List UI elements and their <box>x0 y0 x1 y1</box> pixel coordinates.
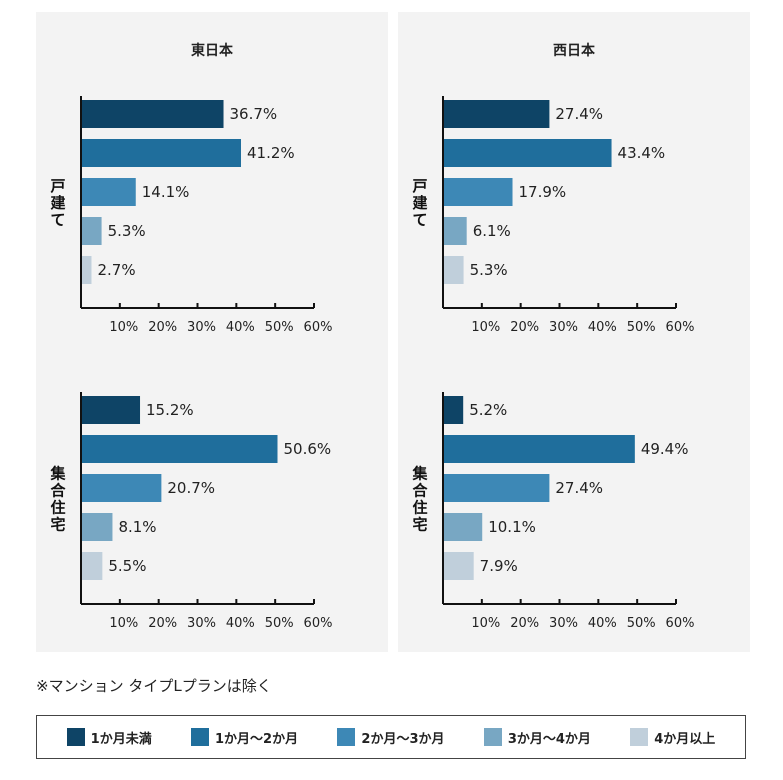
tick-label-1-4: 50% <box>627 320 656 335</box>
bar-label-0-1: 41.2% <box>247 144 295 162</box>
legend-label-4: 3か月～4か月 <box>507 731 591 747</box>
bar-2-1 <box>82 435 278 463</box>
group-label-2-3: 宅 <box>50 516 65 534</box>
group-label-1-2: て <box>412 211 427 229</box>
legend-swatch-5 <box>630 728 649 746</box>
group-label-2-0: 集 <box>49 465 66 483</box>
bar-0-2 <box>82 178 136 206</box>
group-label-3-1: 合 <box>411 482 428 500</box>
bar-label-3-2: 27.4% <box>555 479 603 497</box>
bar-1-2 <box>444 178 513 206</box>
legend-label-3: 2か月～3か月 <box>361 731 445 747</box>
bar-0-1 <box>82 139 241 167</box>
bar-label-2-1: 50.6% <box>283 440 331 458</box>
panel-title-west: 西日本 <box>553 43 595 59</box>
legend-item-5: 4か月以上 <box>630 728 715 747</box>
bar-label-0-4: 2.7% <box>97 261 135 279</box>
tick-label-3-4: 50% <box>627 616 656 631</box>
charts-svg: 36.7% 41.2% 14.1% 5.3% 2.7% 10% 20% 30% 40% 50% 60… <box>49 96 695 631</box>
tick-label-2-1: 20% <box>148 616 177 631</box>
bar-label-0-3: 5.3% <box>108 222 146 240</box>
tick-label-2-2: 30% <box>187 616 216 631</box>
bar-label-3-4: 7.9% <box>480 557 518 575</box>
tick-label-2-4: 50% <box>265 616 294 631</box>
bar-2-2 <box>82 474 162 502</box>
bar-0-0 <box>82 100 224 128</box>
tick-label-3-0: 10% <box>471 616 500 631</box>
bar-label-1-2: 17.9% <box>519 183 567 201</box>
tick-label-3-1: 20% <box>510 616 539 631</box>
bar-label-1-0: 27.4% <box>555 105 603 123</box>
legend-label-2: 1か月～2か月 <box>215 731 299 747</box>
group-label-3-0: 集 <box>411 465 428 483</box>
tick-label-1-2: 30% <box>549 320 578 335</box>
group-label-3-2: 住 <box>412 499 427 517</box>
bar-1-1 <box>444 139 612 167</box>
bar-label-1-4: 5.3% <box>470 261 508 279</box>
tick-label-1-1: 20% <box>510 320 539 335</box>
legend-swatch-4 <box>483 728 502 746</box>
bar-label-3-1: 49.4% <box>641 440 689 458</box>
bar-2-0 <box>82 396 141 424</box>
bar-label-2-0: 15.2% <box>146 401 194 419</box>
group-label-0-0: 戸 <box>50 177 65 195</box>
tick-label-1-3: 40% <box>588 320 617 335</box>
panel-title-east: 東日本 <box>191 43 233 59</box>
tick-label-0-2: 30% <box>187 320 216 335</box>
tick-label-2-0: 10% <box>109 616 138 631</box>
bar-1-3 <box>444 217 467 245</box>
group-label-2-2: 住 <box>50 499 65 517</box>
bar-2-4 <box>82 552 103 580</box>
bar-label-1-3: 6.1% <box>473 222 511 240</box>
tick-label-0-0: 10% <box>109 320 138 335</box>
legend-item-1: 1か月未満 <box>66 728 152 747</box>
legend-swatch-3 <box>337 728 356 746</box>
bar-1-4 <box>444 256 464 284</box>
bar-2-3 <box>82 513 113 541</box>
bar-label-2-2: 20.7% <box>167 479 215 497</box>
bar-3-3 <box>444 513 483 541</box>
tick-label-2-5: 60% <box>304 616 333 631</box>
bar-label-1-1: 43.4% <box>618 144 666 162</box>
group-label-3-3: 宅 <box>412 516 427 534</box>
legend-swatch-1 <box>66 728 85 746</box>
bar-label-0-0: 36.7% <box>230 105 278 123</box>
bar-label-2-3: 8.1% <box>118 518 156 536</box>
bar-0-3 <box>82 217 102 245</box>
legend-item-3: 2か月～3か月 <box>337 728 445 747</box>
legend: 1か月未満 1か月～2か月 2か月～3か月 3か月～4か月 4か月以上 <box>36 715 746 759</box>
tick-label-3-5: 60% <box>666 616 695 631</box>
tick-label-0-4: 50% <box>265 320 294 335</box>
bar-label-3-3: 10.1% <box>488 518 536 536</box>
bar-label-0-2: 14.1% <box>142 183 190 201</box>
legend-label-1: 1か月未満 <box>90 731 152 747</box>
tick-label-2-3: 40% <box>226 616 255 631</box>
legend-item-4: 3か月～4か月 <box>483 728 591 747</box>
bar-3-0 <box>444 396 464 424</box>
bar-3-4 <box>444 552 474 580</box>
legend-swatch-2 <box>191 728 210 746</box>
tick-label-1-5: 60% <box>666 320 695 335</box>
bar-label-3-0: 5.2% <box>469 401 507 419</box>
tick-label-0-5: 60% <box>304 320 333 335</box>
bar-3-1 <box>444 435 635 463</box>
tick-label-3-3: 40% <box>588 616 617 631</box>
group-label-0-2: て <box>50 211 65 229</box>
group-label-1-0: 戸 <box>412 177 427 195</box>
bar-3-2 <box>444 474 550 502</box>
bar-0-4 <box>82 256 92 284</box>
bar-label-2-4: 5.5% <box>108 557 146 575</box>
group-label-2-1: 合 <box>49 482 66 500</box>
tick-label-3-2: 30% <box>549 616 578 631</box>
tick-label-0-1: 20% <box>148 320 177 335</box>
group-label-1-1: 建 <box>412 194 428 212</box>
legend-label-5: 4か月以上 <box>654 731 716 747</box>
group-label-0-1: 建 <box>50 194 66 212</box>
tick-label-0-3: 40% <box>226 320 255 335</box>
bar-1-0 <box>444 100 550 128</box>
tick-label-1-0: 10% <box>471 320 500 335</box>
legend-item-2: 1か月～2か月 <box>191 728 298 747</box>
footnote: ※マンション タイプLプランは除く <box>36 677 272 695</box>
